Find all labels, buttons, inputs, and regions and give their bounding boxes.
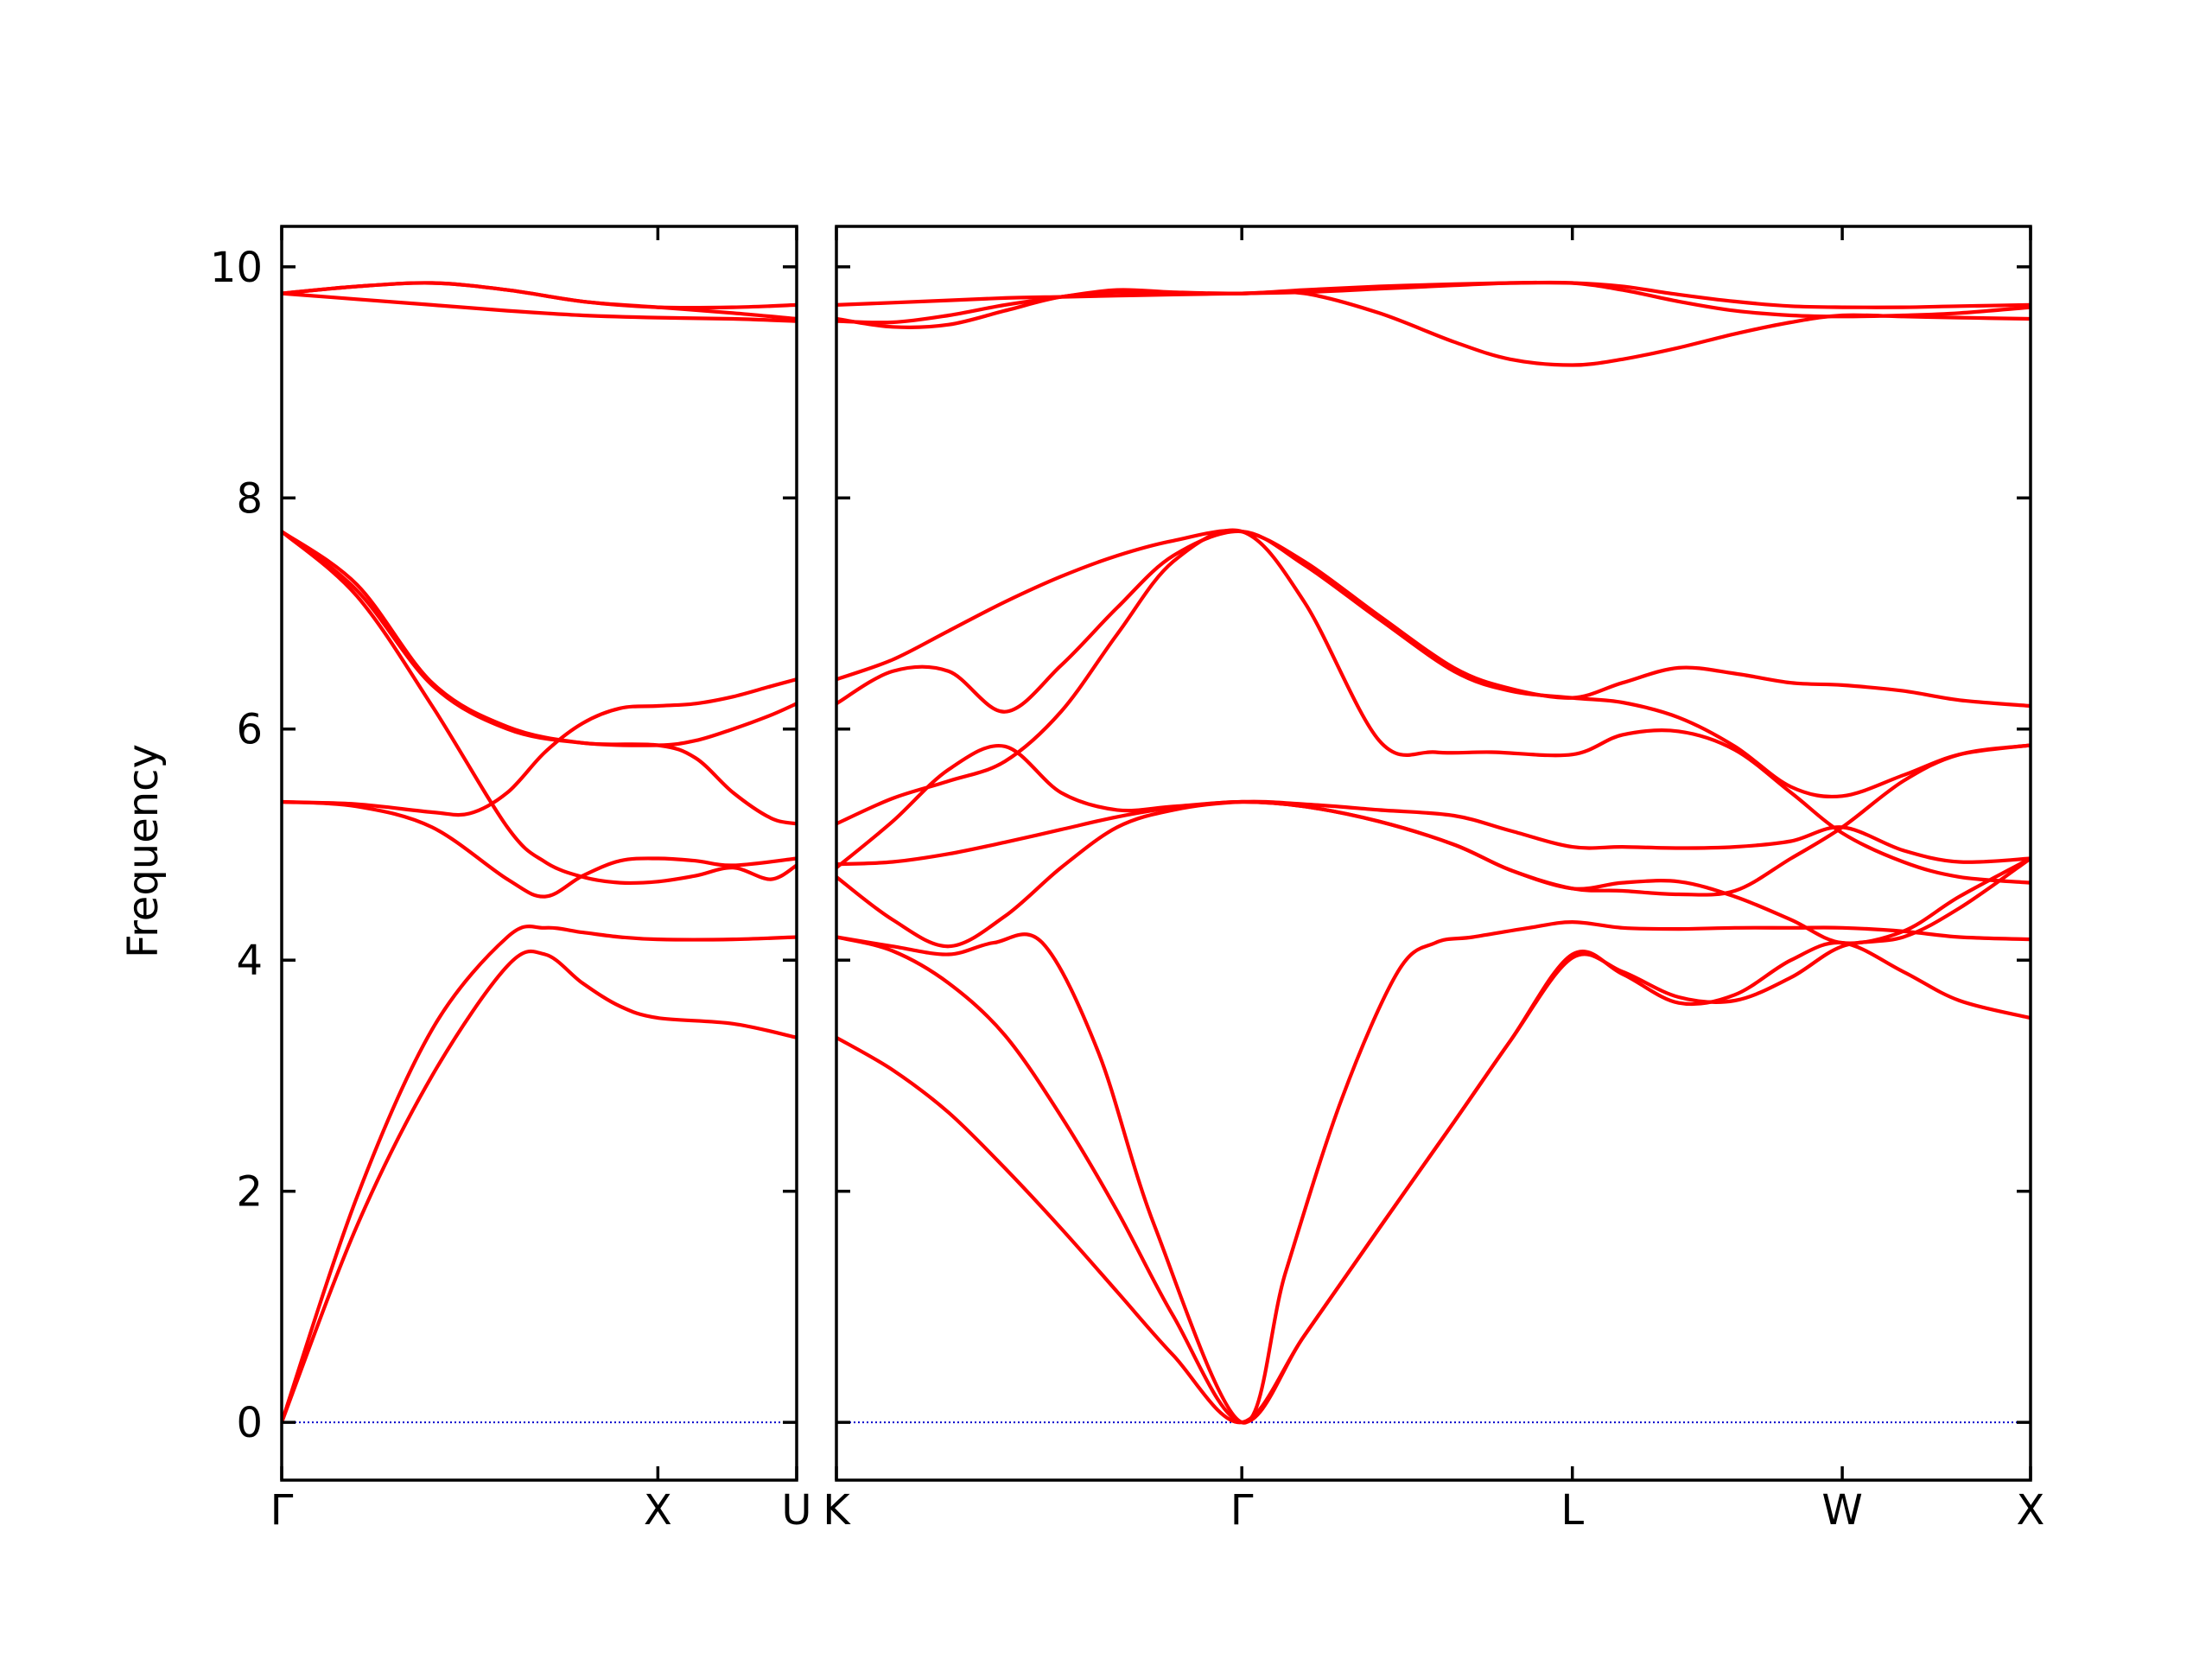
- band-line: [282, 530, 797, 747]
- band-line: [836, 528, 2031, 885]
- band-line: [282, 291, 797, 323]
- y-tick-label: 2: [236, 1168, 263, 1217]
- x-tick-label: Γ: [270, 1486, 294, 1535]
- x-tick-label: X: [2017, 1486, 2045, 1535]
- y-axis-label: Frequency: [119, 744, 168, 958]
- band-line: [282, 677, 797, 817]
- band-line: [836, 280, 2031, 325]
- band-line: [282, 281, 797, 321]
- bands: [282, 281, 797, 1425]
- band-line: [836, 935, 2031, 1425]
- band-line: [282, 950, 797, 1425]
- x-tick-label: X: [644, 1486, 672, 1535]
- panel-frame: [835, 225, 2032, 1482]
- band-line: [836, 529, 2031, 799]
- band-line: [282, 924, 797, 1425]
- band-line: [836, 281, 2031, 309]
- band-line: [836, 799, 2031, 949]
- y-axis: 0 2 4 6 8 10: [210, 244, 263, 1447]
- x-tick-label: W: [1821, 1486, 1862, 1535]
- y-tick-label: 0: [236, 1399, 263, 1447]
- x-tick-label: K: [823, 1486, 851, 1535]
- band-line: [282, 530, 797, 886]
- x-tick-label: U: [781, 1486, 811, 1535]
- y-tick-label: 10: [210, 244, 263, 292]
- band-line: [836, 743, 2031, 897]
- bands: [836, 280, 2031, 1425]
- panel-frame: [280, 225, 798, 1482]
- y-tick-label: 8: [236, 474, 263, 523]
- y-tick-label: 4: [236, 937, 263, 985]
- band-line: [836, 743, 2031, 945]
- band-line: [836, 529, 2031, 709]
- x-tick-label: L: [1560, 1486, 1584, 1535]
- y-tick-label: 6: [236, 706, 263, 754]
- x-tick-label: Γ: [1230, 1486, 1254, 1535]
- band-line: [282, 530, 797, 826]
- band-line: [282, 799, 797, 899]
- band-line: [836, 920, 2031, 1425]
